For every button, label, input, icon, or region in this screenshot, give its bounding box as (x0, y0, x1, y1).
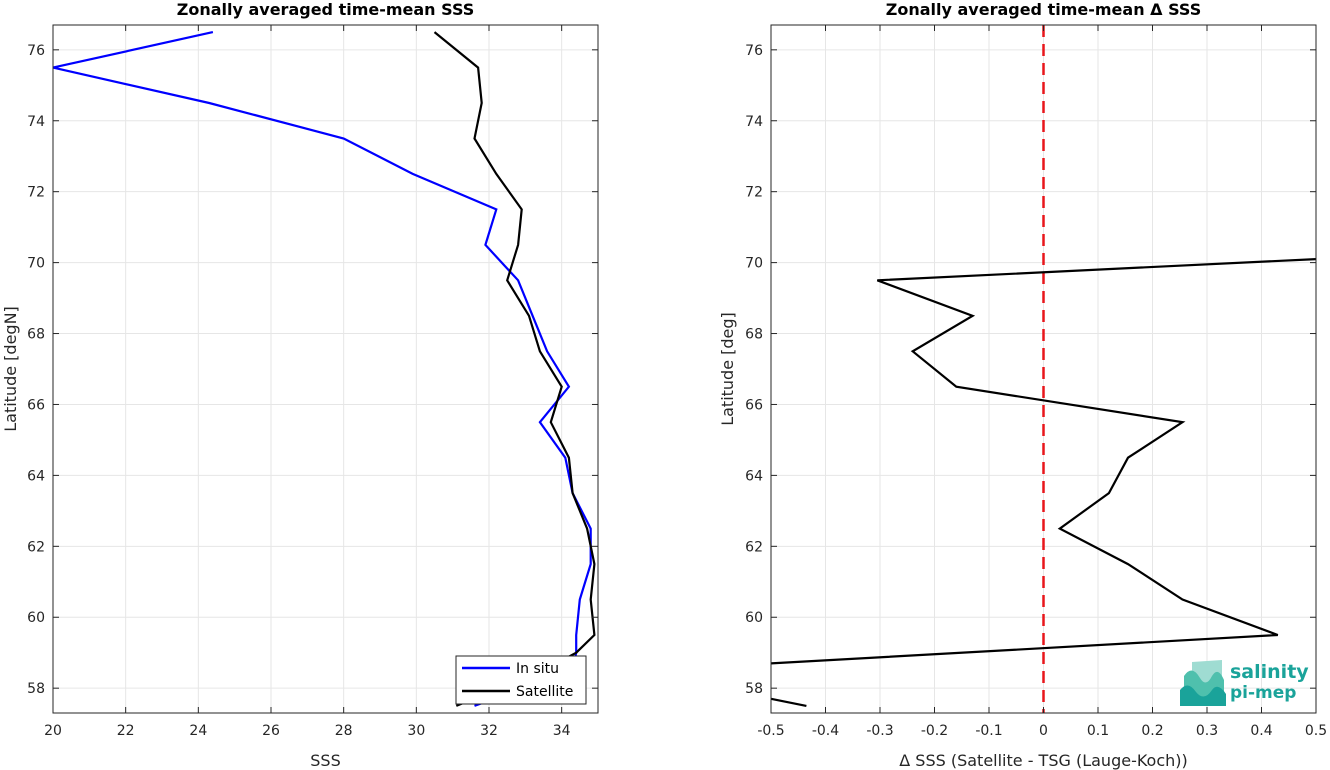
panel-delta-sss: -0.5 -0.4 -0.3 -0.2 -0.1 0 0.1 0.2 0.3 0.4 0.5 58 60… (718, 0, 1327, 770)
x-tick-label: 22 (117, 723, 135, 739)
grid-delta-sss (770, 25, 1317, 713)
x-tick-label: 32 (480, 723, 498, 739)
y-tick-label: 64 (745, 468, 763, 484)
y-tick-label: 58 (745, 681, 763, 697)
legend-box (455, 655, 587, 705)
y-tick-label: 64 (27, 468, 45, 484)
y-tick-label: 74 (27, 114, 45, 130)
x-tick-label: 0.3 (1196, 723, 1218, 739)
y-tick-label: 62 (745, 539, 763, 555)
y-tick-label: 72 (27, 185, 45, 201)
y-tick-label: 70 (27, 256, 45, 272)
x-axis-label-delta-sss: Δ SSS (Satellite - TSG (Lauge-Koch)) (899, 751, 1188, 770)
panel-sss: 20 22 24 26 28 30 32 34 58 60 62 64 66 68 70 72 74 76 Zon… (1, 0, 599, 770)
in-situ-series-line (52, 31, 592, 707)
y-tick-label: 60 (745, 610, 763, 626)
y-axis-label-delta-sss: Latitude [deg] (718, 312, 737, 426)
y-axis-label-sss: Latitude [degN] (1, 306, 20, 432)
y-tick-label: 68 (27, 327, 45, 343)
x-tick-label: 34 (553, 723, 571, 739)
delta-series-line (770, 258, 1317, 665)
x-tick-label: 0.4 (1250, 723, 1272, 739)
x-tick-label: -0.3 (866, 723, 893, 739)
x-tick-label: -0.5 (757, 723, 784, 739)
y-tick-label: 74 (745, 114, 763, 130)
y-tick-label: 76 (27, 43, 45, 59)
x-tick-label: 28 (335, 723, 353, 739)
y-tick-label: 72 (745, 185, 763, 201)
y-tick-label: 70 (745, 256, 763, 272)
x-tick-label: 20 (44, 723, 62, 739)
salinity-pi-mep-logo: salinity pi-mep (1180, 660, 1309, 706)
grid-sss (52, 25, 598, 713)
legend: In situ Satellite (455, 655, 587, 705)
x-tick-label: 26 (262, 723, 280, 739)
legend-label-in-situ: In situ (516, 661, 559, 677)
x-tick-label: 0.1 (1087, 723, 1109, 739)
y-tick-label: 58 (27, 681, 45, 697)
y-tick-label: 66 (745, 397, 763, 413)
plot-area-sss (53, 25, 598, 713)
ticks-sss: 20 22 24 26 28 30 32 34 58 60 62 64 66 68 70 72 74 76 (27, 25, 598, 739)
logo-text-salinity: salinity (1230, 661, 1309, 683)
logo-wave-icon (1180, 660, 1226, 706)
chart-title-sss: Zonally averaged time-mean SSS (177, 0, 475, 19)
axes-box-sss (52, 24, 599, 714)
x-tick-label: 0.2 (1141, 723, 1163, 739)
x-axis-label-sss: SSS (310, 751, 340, 770)
ticks-delta-sss: -0.5 -0.4 -0.3 -0.2 -0.1 0 0.1 0.2 0.3 0.4 0.5 58 60… (745, 25, 1327, 739)
y-tick-label: 62 (27, 539, 45, 555)
series-delta-sss (770, 25, 1317, 713)
x-tick-label: 30 (407, 723, 425, 739)
y-tick-label: 68 (745, 327, 763, 343)
y-tick-label: 60 (27, 610, 45, 626)
x-tick-label: -0.2 (921, 723, 948, 739)
delta-series-line (770, 697, 807, 707)
chart-title-delta-sss: Zonally averaged time-mean Δ SSS (886, 0, 1202, 19)
logo-text-pi-mep: pi-mep (1230, 683, 1296, 703)
x-tick-label: 0.5 (1305, 723, 1327, 739)
series-sss (52, 31, 596, 707)
x-tick-label: 24 (189, 723, 207, 739)
x-tick-label: 0 (1039, 723, 1048, 739)
satellite-series-line (433, 31, 596, 707)
y-tick-label: 66 (27, 397, 45, 413)
x-tick-label: -0.1 (975, 723, 1002, 739)
x-tick-label: -0.4 (812, 723, 839, 739)
legend-label-satellite: Satellite (516, 684, 573, 700)
y-tick-label: 76 (745, 43, 763, 59)
